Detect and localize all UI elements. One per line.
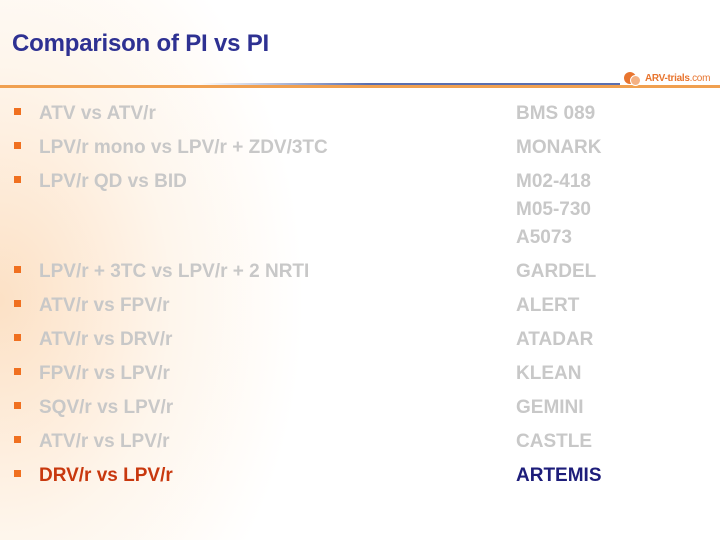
- logo-text-main: ARV-trials: [645, 72, 690, 84]
- comparison-label: LPV/r + 3TC vs LPV/r + 2 NRTI: [39, 261, 310, 282]
- list-item: SQV/r vs LPV/r GEMINI: [0, 394, 720, 422]
- title-divider-blue: [200, 83, 620, 85]
- trial-name: GEMINI: [516, 397, 584, 418]
- list-item: LPV/r QD vs BID M02-418 M05-730 A5073: [0, 168, 720, 248]
- list-item: ATV/r vs FPV/r ALERT: [0, 292, 720, 320]
- comparison-label: LPV/r mono vs LPV/r + ZDV/3TC: [39, 137, 328, 158]
- trial-names: MONARK: [516, 134, 602, 162]
- trial-names: CASTLE: [516, 428, 592, 456]
- square-bullet-icon: [14, 402, 21, 409]
- list-item: ATV/r vs LPV/r CASTLE: [0, 428, 720, 456]
- trial-names: BMS 089: [516, 100, 595, 128]
- square-bullet-icon: [14, 470, 21, 477]
- comparison-label: ATV/r vs FPV/r: [39, 295, 170, 316]
- square-bullet-icon: [14, 176, 21, 183]
- trial-names: ATADAR: [516, 326, 593, 354]
- square-bullet-icon: [14, 142, 21, 149]
- trial-name: ALERT: [516, 295, 580, 316]
- comparison-label: SQV/r vs LPV/r: [39, 397, 174, 418]
- trial-names: ALERT: [516, 292, 579, 320]
- trial-names: GARDEL: [516, 258, 596, 286]
- list-item: FPV/r vs LPV/r KLEAN: [0, 360, 720, 388]
- list-item: LPV/r mono vs LPV/r + ZDV/3TC MONARK: [0, 134, 720, 162]
- trial-name: BMS 089: [516, 103, 596, 124]
- trial-name: GARDEL: [516, 261, 597, 282]
- trial-name: M05-730: [516, 199, 591, 220]
- logo-text-suffix: .com: [689, 72, 711, 84]
- trial-names: M02-418 M05-730 A5073: [516, 168, 591, 252]
- list-item: ATV vs ATV/r BMS 089: [0, 100, 720, 128]
- square-bullet-icon: [14, 266, 21, 273]
- logo-circles-icon: [624, 71, 642, 86]
- trial-name: CASTLE: [516, 431, 592, 452]
- comparison-label: ATV/r vs LPV/r: [39, 431, 170, 452]
- comparison-label: ATV vs ATV/r: [39, 103, 156, 124]
- trial-name: MONARK: [516, 137, 602, 158]
- trial-name: ARTEMIS: [516, 465, 602, 486]
- square-bullet-icon: [14, 368, 21, 375]
- arv-trials-logo: ARV-trials.com: [624, 70, 710, 86]
- trial-names: ARTEMIS: [516, 462, 602, 490]
- list-item: LPV/r + 3TC vs LPV/r + 2 NRTI GARDEL: [0, 258, 720, 286]
- square-bullet-icon: [14, 334, 21, 341]
- trial-names: KLEAN: [516, 360, 581, 388]
- list-item: ATV/r vs DRV/r ATADAR: [0, 326, 720, 354]
- trial-name: A5073: [516, 227, 572, 248]
- comparison-label: LPV/r QD vs BID: [39, 171, 187, 192]
- page-title: Comparison of PI vs PI: [12, 30, 269, 57]
- logo-text: ARV-trials.com: [645, 73, 710, 84]
- comparison-label: DRV/r vs LPV/r: [39, 465, 173, 486]
- square-bullet-icon: [14, 108, 21, 115]
- comparison-label: FPV/r vs LPV/r: [39, 363, 170, 384]
- trial-names: GEMINI: [516, 394, 584, 422]
- trial-name: M02-418: [516, 171, 591, 192]
- trial-name: KLEAN: [516, 363, 582, 384]
- trial-name: ATADAR: [516, 329, 594, 350]
- square-bullet-icon: [14, 436, 21, 443]
- square-bullet-icon: [14, 300, 21, 307]
- title-divider-orange: [0, 85, 720, 88]
- list-item: DRV/r vs LPV/r ARTEMIS: [0, 462, 720, 490]
- comparison-label: ATV/r vs DRV/r: [39, 329, 173, 350]
